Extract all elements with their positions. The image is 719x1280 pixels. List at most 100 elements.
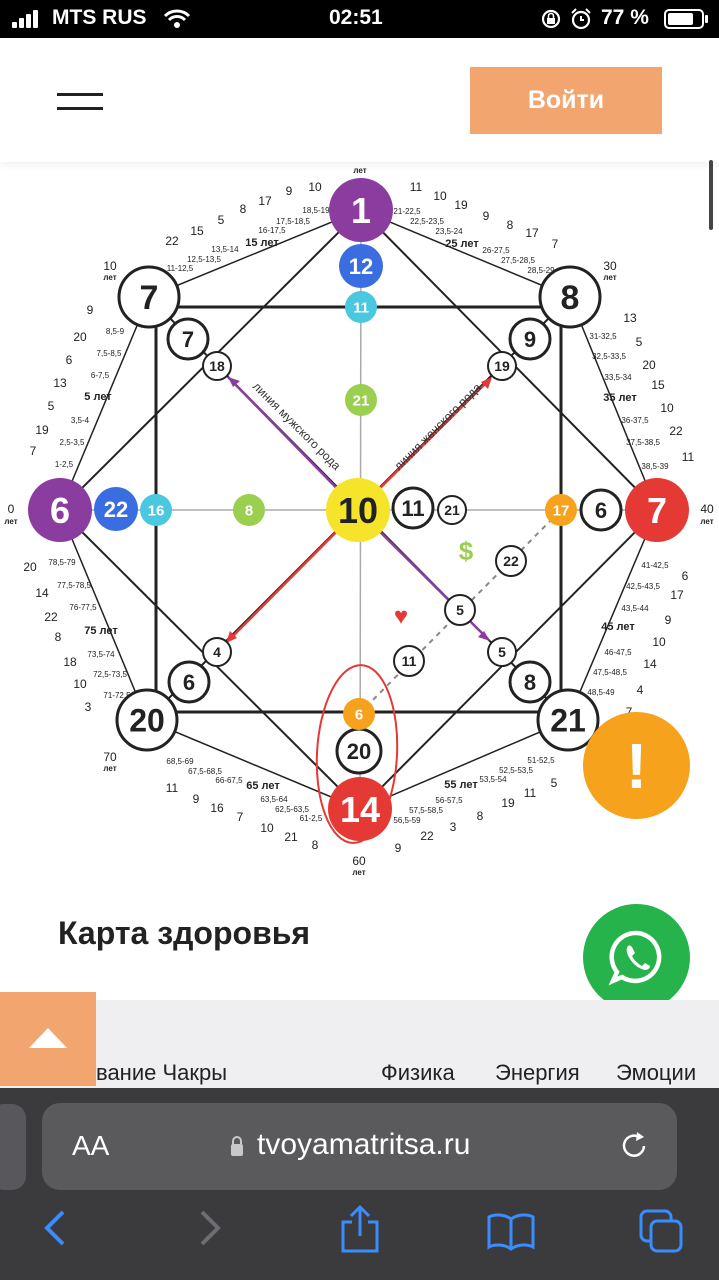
- age-label: 8,5-9: [106, 327, 125, 336]
- age-label: 22: [44, 610, 58, 624]
- matrix-node-value: 21: [444, 502, 460, 518]
- male-line-label: линия мужского рода: [250, 379, 344, 473]
- age-label: 13,5-14: [211, 245, 239, 254]
- matrix-node: [326, 478, 390, 542]
- age-label: 11: [524, 786, 537, 800]
- matrix-node-value: 6: [50, 490, 70, 531]
- age-label: 55 лет: [444, 779, 478, 791]
- age-label: 30: [603, 259, 617, 273]
- female-line-label: линия женского рода: [391, 380, 484, 473]
- matrix-node: [508, 317, 552, 361]
- url-text: tvoyamatritsa.ru: [257, 1128, 471, 1161]
- age-label: 10: [652, 635, 666, 649]
- matrix-node-value: 11: [402, 653, 417, 669]
- tabs-icon[interactable]: [638, 1208, 686, 1254]
- age-label: 72,5-73,5: [93, 670, 127, 679]
- age-label: 5: [551, 776, 558, 790]
- age-label: 60: [352, 854, 366, 868]
- login-button[interactable]: Войти: [470, 67, 662, 134]
- matrix-node: [94, 487, 138, 531]
- age-label: 3,5-4: [71, 416, 90, 425]
- matrix-node-value: 22: [503, 553, 519, 569]
- alert-button[interactable]: !: [583, 712, 690, 819]
- age-label: 17: [258, 194, 272, 208]
- share-icon[interactable]: [338, 1204, 382, 1254]
- matrix-node: [437, 495, 467, 525]
- age-label: 47,5-48,5: [593, 668, 627, 677]
- previous-tab[interactable]: [0, 1104, 26, 1190]
- wifi-icon: [163, 9, 191, 28]
- age-label: 13: [623, 311, 637, 325]
- bookmarks-icon[interactable]: [486, 1211, 536, 1251]
- annotation-circle: [315, 664, 399, 844]
- age-label: 17: [525, 226, 539, 240]
- matrix-node-value: 12: [349, 254, 373, 279]
- time-label: 02:51: [329, 6, 383, 29]
- age-label: 71-72,5: [103, 691, 131, 700]
- matrix-node: [140, 494, 172, 526]
- matrix-node: [579, 488, 623, 532]
- matrix-node: [625, 478, 689, 542]
- matrix-node-value: 7: [140, 279, 159, 317]
- matrix-node: [487, 351, 517, 381]
- age-label: 8: [55, 630, 62, 644]
- matrix-node: [115, 688, 179, 752]
- matrix-node-value: 11: [401, 496, 424, 521]
- age-label: 6-7,5: [91, 371, 110, 380]
- scroll-top-button[interactable]: [0, 992, 96, 1086]
- heart-icon: ♥: [394, 603, 408, 630]
- reader-text-button[interactable]: AA: [72, 1130, 110, 1161]
- matrix-node-value: 8: [245, 502, 253, 519]
- age-label: лет: [103, 764, 116, 773]
- age-label: 51-52,5: [527, 756, 555, 765]
- age-label: 7,5-8,5: [97, 349, 122, 358]
- age-label: 15: [190, 224, 204, 238]
- back-icon[interactable]: [40, 1208, 70, 1248]
- age-label: 7: [552, 237, 559, 251]
- matrix-node-value: 20: [129, 703, 165, 739]
- matrix-node-value: 6: [183, 670, 195, 695]
- age-label: 19: [35, 423, 49, 437]
- age-label: 8: [477, 809, 484, 823]
- age-label: 31-32,5: [589, 332, 617, 341]
- matrix-node: [339, 244, 383, 288]
- page-scrollbar[interactable]: [709, 160, 713, 230]
- age-label: 21: [284, 830, 298, 844]
- matrix-node-value: 10: [338, 490, 378, 531]
- age-label: 3: [85, 700, 92, 714]
- matrix-node: [233, 494, 265, 526]
- address-bar[interactable]: AA tvoyamatritsa.ru: [42, 1103, 677, 1190]
- battery-label: 77 %: [601, 6, 649, 29]
- age-label: 76-77,5: [69, 603, 97, 612]
- age-label: 20: [73, 330, 87, 344]
- age-label: 10: [73, 677, 87, 691]
- age-label: 5: [218, 213, 225, 227]
- age-label: 20: [642, 358, 656, 372]
- browser-toolbar: AA tvoyamatritsa.ru: [0, 1088, 719, 1280]
- age-label: 35 лет: [603, 392, 637, 404]
- status-bar: MTS RUS 02:51 77 %: [0, 0, 719, 38]
- matrix-node-value: 20: [347, 739, 371, 764]
- age-label: 78,5-79: [48, 558, 76, 567]
- matrix-node-value: 17: [553, 502, 570, 519]
- matrix-node: [166, 317, 210, 361]
- age-label: 53,5-54: [479, 775, 507, 784]
- age-label: 32,5-33,5: [592, 352, 626, 361]
- age-label: 5: [48, 399, 55, 413]
- menu-icon[interactable]: [57, 93, 103, 111]
- reload-icon[interactable]: [617, 1129, 651, 1163]
- age-label: 48,5-49: [587, 688, 615, 697]
- forward-icon[interactable]: [195, 1208, 225, 1248]
- age-label: 22: [165, 234, 179, 248]
- matrix-node: [536, 688, 600, 752]
- matrix-node: [393, 645, 425, 677]
- age-label: 2,5-3,5: [60, 438, 85, 447]
- age-label: 75 лет: [84, 625, 118, 637]
- age-label: 7: [30, 444, 37, 458]
- matrix-node: [508, 660, 552, 704]
- whatsapp-button[interactable]: [583, 904, 690, 1011]
- age-label: 8: [507, 218, 514, 232]
- site-header: Войти: [0, 38, 719, 162]
- column-emotions: Эмоции: [616, 1060, 697, 1085]
- matrix-node: [391, 486, 435, 530]
